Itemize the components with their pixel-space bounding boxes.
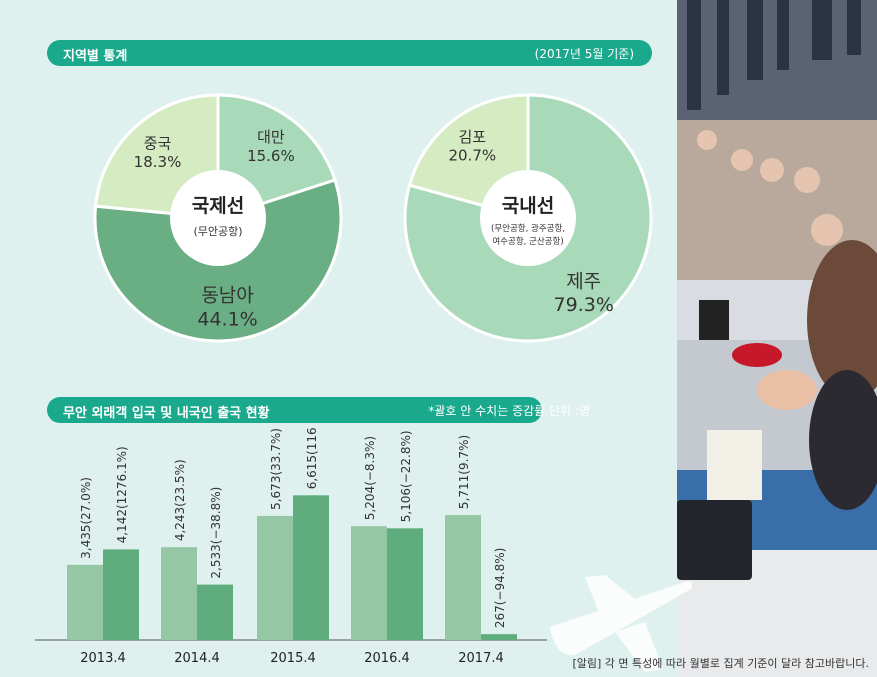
traffic-note: *괄호 안 수치는 증감률 단위 :명 (428, 404, 590, 418)
footnote: [알림] 각 면 특성에 따라 월별로 집계 기준이 달라 참고바랍니다. (572, 657, 869, 670)
slice-label-2: 중국 (144, 134, 172, 152)
bar-label-0-0: 3,435(27.0%) (79, 477, 93, 559)
bar-0-2 (257, 515, 293, 640)
x-tick-label: 2015.4 (270, 651, 316, 666)
x-tick-label: 2017.4 (458, 651, 504, 666)
bar-0-4 (445, 515, 481, 640)
pie-center-subtitle: (무안공항) (193, 225, 242, 238)
bar-label-0-3: 5,204(−8.3%) (363, 436, 377, 520)
bar-label-0-1: 4,243(23.5%) (173, 459, 187, 541)
bar-1-2 (293, 495, 329, 640)
slice-label-1: 김포 (458, 128, 486, 146)
slice-label-0: 대만 (257, 128, 285, 146)
bar-label-1-0: 4,142(1276.1%) (115, 446, 129, 543)
bar-1-0 (103, 549, 139, 640)
pie-center-subtitle-line: (무안공항, 광주공항, (491, 223, 565, 234)
airplane-icon (550, 575, 693, 672)
bar-1-4 (481, 634, 517, 640)
bar-label-0-2: 5,673(33.7%) (269, 428, 283, 510)
pie-center (480, 170, 576, 266)
bar-0-0 (67, 564, 103, 640)
bar-label-1-1: 2,533(−38.8%) (209, 487, 223, 579)
bar-0-3 (351, 526, 387, 640)
slice-value-1: 20.7% (448, 147, 496, 165)
pie-center (170, 170, 266, 266)
bar-1-1 (197, 584, 233, 640)
slice-value-1: 44.1% (197, 308, 257, 330)
airport-counter-photo (677, 0, 877, 677)
slice-value-0: 15.6% (247, 147, 295, 165)
pie-center-title: 국제선 (192, 195, 244, 217)
traffic-bar-chart: 3,435(27.0%) 4,142(1276.1%) 2013.4 4,243(23… (35, 428, 547, 666)
bar-1-3 (387, 528, 423, 640)
traffic-title: 무안 외래객 입국 및 내국인 출국 현황 (63, 406, 270, 421)
x-tick-label: 2016.4 (364, 651, 410, 666)
bar-label-1-4: 267(−94.8%) (493, 548, 507, 628)
slice-value-2: 18.3% (134, 153, 182, 171)
slice-value-0: 79.3% (554, 294, 614, 316)
x-tick-label: 2014.4 (174, 651, 220, 666)
pie-center-title: 국내선 (502, 195, 554, 217)
pie-center-subtitle-line: 여수공항, 군산공항) (492, 236, 563, 247)
slice-label-0: 제주 (566, 270, 601, 292)
regional-stats-title: 지역별 통계 (63, 49, 128, 64)
slice-label-1: 동남아 (201, 285, 253, 307)
regional-stats-date: (2017년 5월 기준) (534, 47, 634, 61)
bar-label-1-2: 6,615(1161.2%) (305, 428, 319, 489)
traffic-header: 무안 외래객 입국 및 내국인 출국 현황 *괄호 안 수치는 증감률 단위 :… (47, 397, 590, 423)
x-tick-label: 2013.4 (80, 651, 126, 666)
regional-stats-header: 지역별 통계 (2017년 5월 기준) (47, 40, 652, 66)
bar-label-0-4: 5,711(9.7%) (457, 435, 471, 509)
bar-label-1-3: 5,106(−22.8%) (399, 430, 413, 522)
bar-0-1 (161, 547, 197, 640)
